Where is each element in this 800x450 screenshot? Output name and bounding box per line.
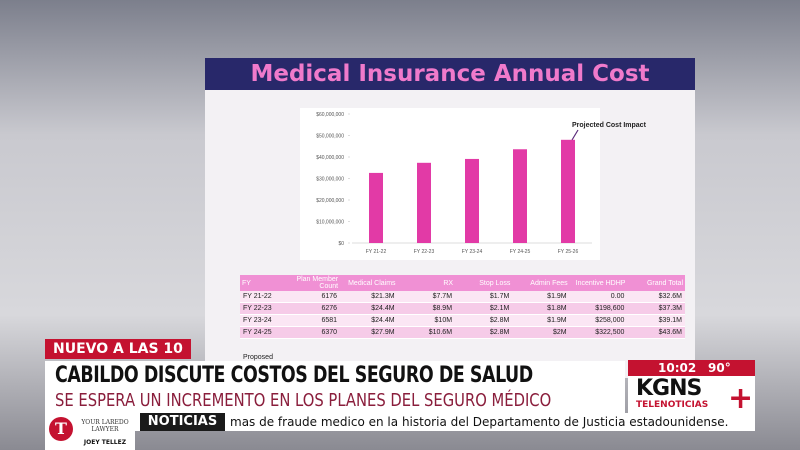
bar — [561, 139, 575, 243]
table-cell: FY 24-25 — [240, 326, 283, 339]
table-cell: $21.3M — [340, 291, 398, 303]
next-row-label: Proposed — [243, 354, 273, 361]
table-cell: 6176 — [282, 291, 341, 303]
table-cell: $7.7M — [397, 291, 456, 303]
ticker — [135, 413, 755, 431]
bar — [417, 162, 431, 243]
header-cell: Stop Loss — [455, 275, 513, 291]
table-cell: FY 22-23 — [240, 302, 283, 315]
tag: NUEVO A LAS 10 — [45, 339, 191, 359]
ticker-label: NOTICIAS — [140, 413, 225, 431]
header-cell: Medical Claims — [340, 275, 398, 291]
chart-area — [300, 108, 600, 260]
y-tick-label: $20,000,000 — [316, 198, 344, 204]
x-tick-label: FY 22-23 — [414, 249, 435, 255]
plus-icon: + — [728, 381, 754, 416]
header-cell: Grand Total — [627, 275, 685, 291]
y-tick-label: $30,000,000 — [316, 177, 344, 183]
table-cell: $1.8M — [512, 302, 570, 315]
sponsor-name: YOUR LAREDO LAWYER — [81, 419, 129, 433]
header-cell: RX — [397, 275, 456, 291]
network: TELENOTICIAS — [636, 400, 709, 410]
table-cell: $37.3M — [627, 302, 685, 315]
y-tick-label: $50,000,000 — [316, 134, 344, 140]
table-cell: $32.6M — [627, 291, 685, 303]
table-cell: $24.4M — [340, 302, 398, 315]
table-row: FY 21-22 6176 $21.3M $7.7M $1.7M $1.9M 0.00 $32… — [240, 291, 685, 303]
table-row: FY 24-25 6370 $27.9M $10.6M $2.8M $2M $322,500… — [240, 326, 685, 339]
table-cell: $27.9M — [340, 326, 398, 339]
y-tick-label: $0 — [338, 241, 344, 247]
table-cell: $24.4M — [340, 314, 398, 327]
annotation: Projected Cost Impact — [572, 122, 647, 129]
table-cell: $258,000 — [569, 314, 628, 327]
sponsor-icon: T — [49, 417, 73, 441]
table-cell: $322,500 — [569, 326, 628, 339]
table-cell: $198,600 — [569, 302, 628, 315]
table-cell: FY 23-24 — [240, 314, 283, 327]
table-cell: $10M — [397, 314, 456, 327]
table-cell: $2M — [512, 326, 570, 339]
header-cell: Incentive HDHP — [569, 275, 628, 291]
bar — [369, 172, 383, 243]
headline: CABILDO DISCUTE COSTOS DEL SEGURO DE SAL… — [55, 363, 533, 388]
header-cell: Admin Fees — [512, 275, 570, 291]
clock-box: 10:02 90° — [628, 360, 755, 376]
table-cell: $2.8M — [455, 314, 513, 327]
cost-table: FY Plan Member Count Medical Claims RX Stop … — [240, 275, 685, 339]
table-cell: 0.00 — [569, 291, 628, 303]
header-cell: FY — [240, 275, 283, 291]
sponsor-person: JOEY TELLEZ — [83, 439, 127, 446]
table-cell: FY 21-22 — [240, 291, 283, 303]
y-tick-label: $10,000,000 — [316, 220, 344, 226]
station: KGNS — [636, 376, 702, 401]
annotation-arrow — [571, 129, 579, 141]
y-tick-label: $60,000,000 — [316, 112, 344, 118]
time: 10:02 — [658, 361, 697, 375]
temperature: 90° — [708, 361, 731, 375]
subheadline: SE ESPERA UN INCREMENTO EN LOS PLANES DE… — [55, 390, 552, 411]
y-tick-label: $40,000,000 — [316, 155, 344, 161]
sponsor: T YOUR LAREDO LAWYER JOEY TELLEZ — [45, 413, 135, 450]
table-cell: $10.6M — [397, 326, 456, 339]
table-cell: $1.9M — [512, 291, 570, 303]
headline-box — [45, 361, 625, 413]
table-cell: $43.6M — [627, 326, 685, 339]
x-tick-label: FY 21-22 — [366, 249, 387, 255]
table-cell: 6581 — [282, 314, 341, 327]
table-cell: $2.8M — [455, 326, 513, 339]
table-cell: 6276 — [282, 302, 341, 315]
table-cell: $1.7M — [455, 291, 513, 303]
table-cell: $8.9M — [397, 302, 456, 315]
bar — [513, 149, 527, 243]
x-tick-label: FY 25-26 — [558, 249, 579, 255]
table-cell: $2.1M — [455, 302, 513, 315]
table-row: FY 22-23 6276 $24.4M $8.9M $2.1M $1.8M $198,60… — [240, 302, 685, 315]
table-cell: 6370 — [282, 326, 341, 339]
ticker-text: mas de fraude medico en la historia del … — [230, 415, 729, 429]
header-cell: Plan Member Count — [282, 275, 341, 291]
x-tick-label: FY 24-25 — [510, 249, 531, 255]
station-logo: KGNS TELENOTICIAS + — [628, 376, 755, 416]
table-cell: $39.1M — [627, 314, 685, 327]
bar — [465, 158, 479, 243]
x-tick-label: FY 23-24 — [462, 249, 483, 255]
header-row: FY Plan Member Count Medical Claims RX Stop … — [240, 275, 685, 291]
table-row: FY 23-24 6581 $24.4M $10M $2.8M $1.9M $258,000… — [240, 314, 685, 327]
table-cell: $1.9M — [512, 314, 570, 327]
slide-title: Medical Insurance Annual Cost — [205, 58, 695, 90]
